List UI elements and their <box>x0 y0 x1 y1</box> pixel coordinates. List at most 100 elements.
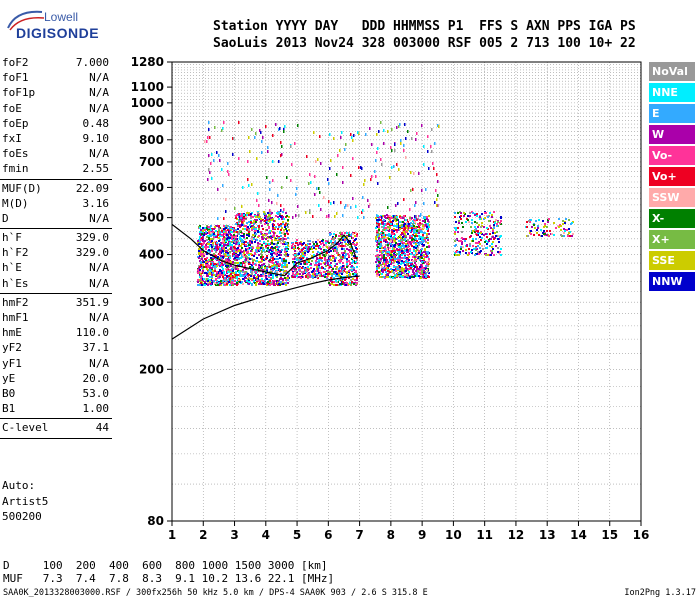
echo-point <box>210 229 212 231</box>
echo-point <box>214 249 216 251</box>
echo-point <box>389 215 391 217</box>
echo-point <box>246 234 248 236</box>
echo-point <box>220 280 222 282</box>
echo-point <box>566 229 568 231</box>
echo-point <box>415 233 417 235</box>
echo-point <box>457 227 459 229</box>
echo-point <box>280 254 282 256</box>
echo-point <box>491 250 493 252</box>
echo-point <box>436 198 438 201</box>
echo-point <box>538 234 540 236</box>
echo-point <box>497 247 499 249</box>
echo-point <box>404 223 406 225</box>
echo-point <box>200 275 202 277</box>
echo-point <box>285 255 287 257</box>
echo-point <box>423 270 425 272</box>
echo-point <box>351 254 353 256</box>
echo-point <box>205 248 207 250</box>
echo-point <box>310 267 312 269</box>
echo-point <box>278 160 280 163</box>
echo-point <box>312 241 314 243</box>
echo-point <box>404 239 406 241</box>
echo-point <box>283 229 285 231</box>
echo-point <box>426 246 428 248</box>
echo-point <box>205 244 207 246</box>
echo-point <box>396 231 398 233</box>
echo-point <box>377 246 379 248</box>
echo-point <box>333 273 335 275</box>
echo-point <box>500 220 502 222</box>
echo-point <box>342 254 344 256</box>
echo-point <box>238 157 240 160</box>
echo-point <box>283 258 285 260</box>
echo-point <box>204 284 206 286</box>
echo-point <box>238 271 240 273</box>
y-tick-label: 1280 <box>131 55 164 69</box>
echo-point <box>334 247 336 249</box>
echo-point <box>263 263 265 265</box>
echo-point <box>246 280 248 282</box>
echo-point <box>259 243 261 245</box>
echo-point <box>214 226 216 228</box>
echo-point <box>333 238 335 240</box>
echo-point <box>321 267 323 269</box>
echo-point <box>377 215 379 217</box>
echo-point <box>221 234 223 236</box>
echo-point <box>209 272 211 274</box>
echo-point <box>329 271 331 273</box>
echo-point <box>239 230 241 232</box>
echo-point <box>455 244 457 246</box>
echo-point <box>306 155 308 158</box>
echo-point <box>325 242 327 244</box>
echo-point <box>309 209 311 212</box>
echo-point <box>311 271 313 273</box>
echo-point <box>572 233 574 235</box>
echo-point <box>251 283 253 285</box>
auto-scaling-info: Auto: Artist5 500200 <box>2 478 48 525</box>
echo-point <box>386 241 388 243</box>
echo-point <box>201 258 203 260</box>
echo-point <box>280 204 282 207</box>
echo-point <box>199 266 201 268</box>
echo-point <box>567 235 569 237</box>
echo-point <box>409 276 411 278</box>
echo-point <box>272 262 274 264</box>
echo-point <box>393 236 395 238</box>
echo-point <box>297 257 299 259</box>
echo-point <box>423 202 425 205</box>
echo-point <box>495 235 497 237</box>
echo-point <box>494 222 496 224</box>
echo-point <box>413 246 415 248</box>
echo-point <box>458 240 460 242</box>
echo-point <box>392 220 394 222</box>
echo-point <box>436 204 438 207</box>
echo-point <box>238 258 240 260</box>
echo-point <box>391 149 393 152</box>
echo-point <box>383 255 385 257</box>
echo-point <box>268 232 270 234</box>
echo-point <box>340 276 342 278</box>
echo-point <box>387 223 389 225</box>
echo-point <box>416 272 418 274</box>
echo-point <box>280 229 282 231</box>
echo-point <box>296 259 298 261</box>
echo-point <box>402 221 404 223</box>
echo-point <box>409 208 411 211</box>
echo-point <box>264 267 266 269</box>
echo-point <box>233 234 235 236</box>
param-row: foEp 0.48 <box>0 117 112 132</box>
echo-point <box>421 189 423 192</box>
echo-point <box>489 245 491 247</box>
echo-point <box>216 242 218 244</box>
echo-point <box>427 251 429 253</box>
echo-point <box>348 249 350 251</box>
echo-point <box>412 269 414 271</box>
echo-point <box>267 247 269 249</box>
echo-point <box>287 233 289 235</box>
echo-point <box>319 255 321 257</box>
echo-point <box>279 231 281 233</box>
echo-point <box>325 244 327 246</box>
echo-point <box>398 262 400 264</box>
echo-point <box>268 227 270 229</box>
echo-point <box>272 269 274 271</box>
